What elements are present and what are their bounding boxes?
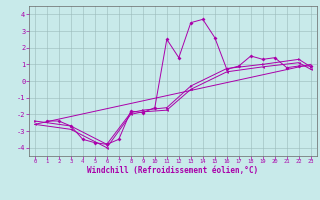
X-axis label: Windchill (Refroidissement éolien,°C): Windchill (Refroidissement éolien,°C)	[87, 166, 258, 175]
